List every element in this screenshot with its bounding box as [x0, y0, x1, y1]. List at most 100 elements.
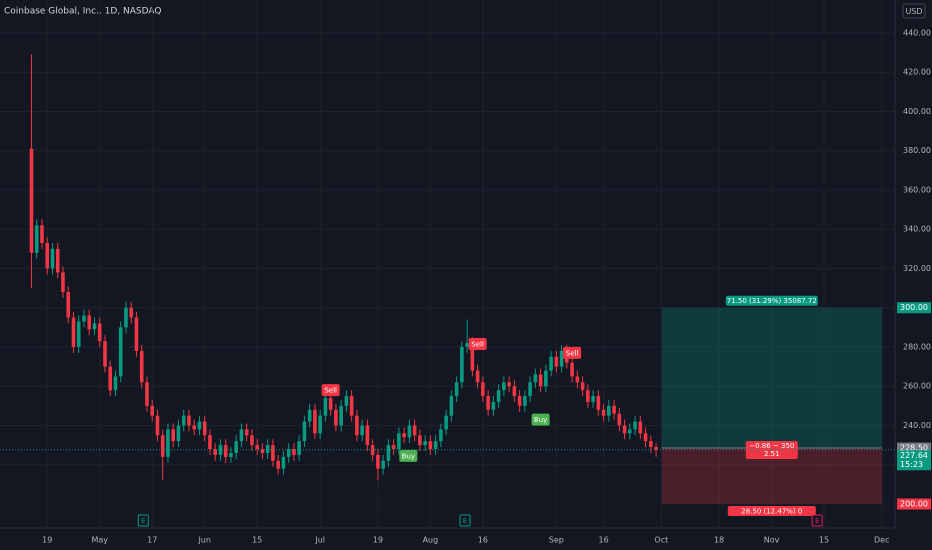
candle-body — [570, 362, 574, 377]
x-tick-label: 16 — [598, 536, 608, 545]
price-label-bg — [897, 498, 931, 510]
price-label-bg — [897, 302, 931, 314]
candle-body — [423, 441, 427, 446]
candle-body — [433, 441, 438, 450]
stop-label-bg — [727, 505, 816, 516]
event-label: E — [815, 517, 819, 525]
price-label: 228.50 — [900, 444, 928, 453]
x-tick-label: May — [91, 536, 108, 545]
price-label: 227.64 — [900, 451, 928, 460]
price-label: 300.00 — [900, 303, 928, 312]
candle-body — [145, 382, 149, 406]
candle-body — [108, 366, 113, 391]
currency-badge[interactable] — [902, 3, 926, 19]
candle-body — [407, 425, 412, 438]
candle-body — [239, 429, 244, 442]
y-tick-label: 420.00 — [903, 68, 931, 77]
stop-label: 28.50 (12.47%) 0 — [741, 507, 802, 515]
candle-body — [213, 449, 217, 455]
candle-body — [559, 350, 564, 367]
x-tick-label: Dec — [874, 536, 889, 545]
candle-body — [234, 441, 238, 453]
candle-body — [166, 429, 170, 457]
signal-badge — [468, 338, 487, 351]
candle-body — [528, 382, 532, 397]
candle-body — [271, 445, 275, 461]
candle-body — [103, 341, 107, 367]
candle-body — [355, 415, 359, 436]
candle-body — [328, 398, 333, 410]
candle-body — [40, 225, 44, 243]
candle-body — [412, 425, 417, 436]
entry-label: 2.51 — [764, 450, 780, 458]
candle-body — [617, 413, 622, 426]
candle-body — [229, 452, 233, 457]
candle-body — [208, 435, 212, 450]
candle-body — [82, 315, 86, 322]
x-tick-label: 16 — [478, 536, 488, 545]
candle-body — [192, 425, 196, 430]
y-tick-label: 340.00 — [903, 225, 931, 234]
candle-body — [197, 421, 202, 430]
candle-body — [391, 445, 396, 450]
candle-body — [538, 374, 543, 387]
candle-body — [339, 405, 343, 426]
y-tick-label: 360.00 — [903, 185, 931, 194]
candle-body — [397, 433, 401, 450]
candle-body — [444, 415, 448, 430]
candle-body — [381, 460, 385, 469]
candle-body — [281, 456, 286, 469]
candle-body — [386, 445, 391, 461]
candle-body — [334, 409, 338, 426]
candle-body — [244, 429, 249, 436]
candle-body — [360, 425, 364, 436]
y-tick-label: 280.00 — [903, 342, 931, 351]
candle-body — [66, 292, 71, 318]
event-label: E — [141, 517, 145, 525]
candle-body — [218, 445, 223, 455]
signal-badge — [321, 384, 340, 397]
signal-badge — [531, 413, 550, 426]
y-tick-label: 440.00 — [903, 28, 931, 37]
y-tick-label: 320.00 — [903, 264, 931, 273]
candle-body — [45, 242, 50, 269]
candle-body — [139, 350, 144, 383]
candle-body — [50, 248, 55, 269]
candle-body — [628, 429, 632, 434]
candle-body — [465, 343, 469, 347]
candle-body — [302, 421, 307, 442]
candle-body — [475, 370, 480, 383]
candle-body — [260, 449, 265, 453]
candle-body — [155, 415, 160, 436]
candle-body — [176, 425, 181, 442]
candle-body — [365, 425, 370, 446]
candle-body — [612, 405, 616, 414]
y-tick-label: 380.00 — [903, 146, 931, 155]
candle-body — [286, 449, 291, 457]
candle-body — [523, 396, 527, 406]
candle-body — [554, 356, 559, 367]
candle-body — [202, 421, 207, 436]
signal-label: Sell — [471, 341, 484, 349]
candle-body — [265, 445, 270, 453]
candle-body — [649, 441, 653, 448]
event-marker — [459, 514, 471, 527]
price-label-bg — [897, 442, 931, 454]
x-tick-label: Sep — [549, 536, 564, 545]
countdown: 15:23 — [900, 460, 923, 469]
candle-body — [97, 323, 102, 342]
candle-body — [323, 398, 328, 416]
x-tick-label: 19 — [373, 536, 383, 545]
candle-body — [250, 435, 254, 446]
signal-label: Buy — [534, 416, 547, 424]
candle-body — [29, 148, 34, 253]
target-label: 71.50 (31.29%) 35087.72 — [727, 297, 817, 305]
candle-body — [633, 421, 637, 430]
signal-label: Sell — [324, 387, 337, 395]
x-tick-label: 17 — [147, 536, 157, 545]
candle-body — [533, 374, 538, 383]
candle-body — [502, 382, 506, 391]
candle-body — [87, 315, 92, 330]
candle-body — [118, 327, 123, 377]
x-tick-label: 15 — [819, 536, 829, 545]
